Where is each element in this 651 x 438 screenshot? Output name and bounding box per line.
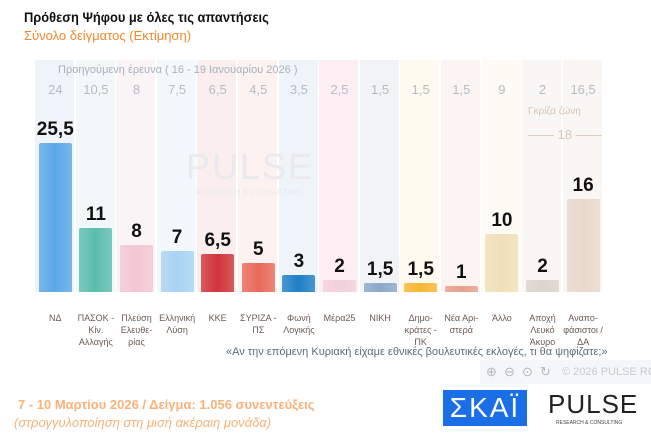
previous-value: 6,5 <box>208 82 227 97</box>
previous-value: 8 <box>132 82 141 97</box>
bar <box>363 283 397 292</box>
chart-title: Πρόθεση Ψήφου με όλες τις απαντήσεις <box>24 9 269 25</box>
value-label: 16 <box>572 174 594 196</box>
bar <box>241 262 275 292</box>
column-strip <box>441 60 480 292</box>
category-label: ΚΚΕ <box>208 313 227 323</box>
bar <box>38 143 72 292</box>
previous-value: 4,5 <box>249 82 268 97</box>
pulse-watermark-sub: RESEARCH & CONSULTING <box>196 188 303 197</box>
category-label: ΝΙΚΗ <box>369 313 391 323</box>
value-label: 1 <box>456 262 467 284</box>
column-strip <box>278 60 318 292</box>
pulse-watermark: PULSE <box>186 146 315 187</box>
grey-zone-number: 18 <box>557 127 573 142</box>
column-strip <box>197 60 237 292</box>
zoom-out-icon[interactable]: ⊖ <box>504 364 515 379</box>
bar <box>282 274 316 292</box>
bar <box>160 251 194 292</box>
skai-logo: ΣΚΑΪ <box>443 390 527 426</box>
value-label: 8 <box>131 221 142 243</box>
bar <box>79 227 113 292</box>
value-label: 6,5 <box>204 230 231 252</box>
bar <box>120 245 153 292</box>
previous-value: 24 <box>48 82 63 97</box>
value-label: 7 <box>171 227 183 249</box>
previous-value: 16,5 <box>570 82 596 97</box>
value-label: 1,5 <box>407 259 434 281</box>
value-label: 1,5 <box>366 259 394 281</box>
value-label: 3 <box>293 250 305 272</box>
grey-zone-label: Γκρίζα ζώνη <box>528 106 581 117</box>
value-label: 2 <box>537 256 548 278</box>
previous-survey-note: Προηγούμενη έρευνα ( 16 - 19 Ιανουαρίου … <box>58 64 298 76</box>
rounding-note: (στρογγυλοποίηση στη μισή ακέραιη μονάδα… <box>14 415 272 430</box>
previous-value: 1,5 <box>452 82 471 97</box>
previous-value: 7,5 <box>168 82 187 97</box>
value-label: 2 <box>334 256 345 278</box>
chart-subtitle: Σύνολο δείγματος (Εκτίμηση) <box>24 28 192 43</box>
category-label: Φωνή Λογικής <box>283 313 315 335</box>
category-label: Ελληνική Λύση <box>159 313 196 335</box>
zoom-toolbar <box>480 360 651 384</box>
survey-dates: 7 - 10 Μαρτίου 2026 / Δείγμα: 1.056 συνε… <box>18 397 315 412</box>
bar <box>526 280 559 292</box>
value-label: 10 <box>491 209 513 231</box>
previous-value: 2 <box>538 82 547 97</box>
pulse-logo: PULSE <box>548 389 639 419</box>
previous-value: 9 <box>498 82 506 97</box>
previous-value: 2,5 <box>330 82 349 97</box>
grey-zone-value: —— 18 —— <box>528 127 602 142</box>
zoom-in-icon[interactable]: ⊕ <box>486 364 497 379</box>
previous-value: 3,5 <box>289 82 308 97</box>
value-label: 5 <box>253 238 264 260</box>
category-label: Πλεύση Ελευθε-ρίας <box>120 313 153 347</box>
column-strip <box>238 60 277 292</box>
bar <box>444 286 478 292</box>
column-strip <box>359 60 399 292</box>
pulse-logo-sub: RESEARCH & CONSULTING <box>556 420 623 426</box>
category-label: Αναπο-φάσιστοι / ΔΑ <box>563 313 603 347</box>
category-label: ΣΥΡΙΖΑ - ΠΣ <box>240 313 277 335</box>
previous-value: 1,5 <box>411 82 430 97</box>
rotate-icon[interactable]: ↻ <box>540 364 551 379</box>
column-strip <box>319 60 359 292</box>
category-label: ΠΑΣΟΚ - Κίν. Αλλαγής <box>77 313 115 347</box>
category-label: Άλλο <box>491 313 512 323</box>
bar <box>485 233 519 292</box>
bar <box>404 283 438 292</box>
category-label: Μέρα25 <box>323 313 356 323</box>
bar <box>566 198 600 292</box>
category-label: ΝΔ <box>49 313 62 323</box>
value-label: 11 <box>85 203 106 225</box>
value-label: 25,5 <box>36 119 74 141</box>
category-label: Δημο-κράτες - ΠΚ <box>404 313 437 347</box>
column-strip <box>400 60 440 292</box>
previous-value: 10,5 <box>83 82 109 97</box>
zoom-reset-icon[interactable]: ⊙ <box>522 364 533 379</box>
previous-value: 1,5 <box>371 82 390 97</box>
category-label: Αποχή Λευκό Άκυρο <box>529 313 556 347</box>
survey-question: «Αν την επόμενη Κυριακή είχαμε εθνικές β… <box>226 346 608 358</box>
category-label: Νέα Αρι-στερά <box>444 313 479 335</box>
bar <box>201 254 235 292</box>
copyright: © 2026 PULSE RC <box>562 366 651 378</box>
bar <box>323 280 356 292</box>
column-strip <box>522 60 562 292</box>
